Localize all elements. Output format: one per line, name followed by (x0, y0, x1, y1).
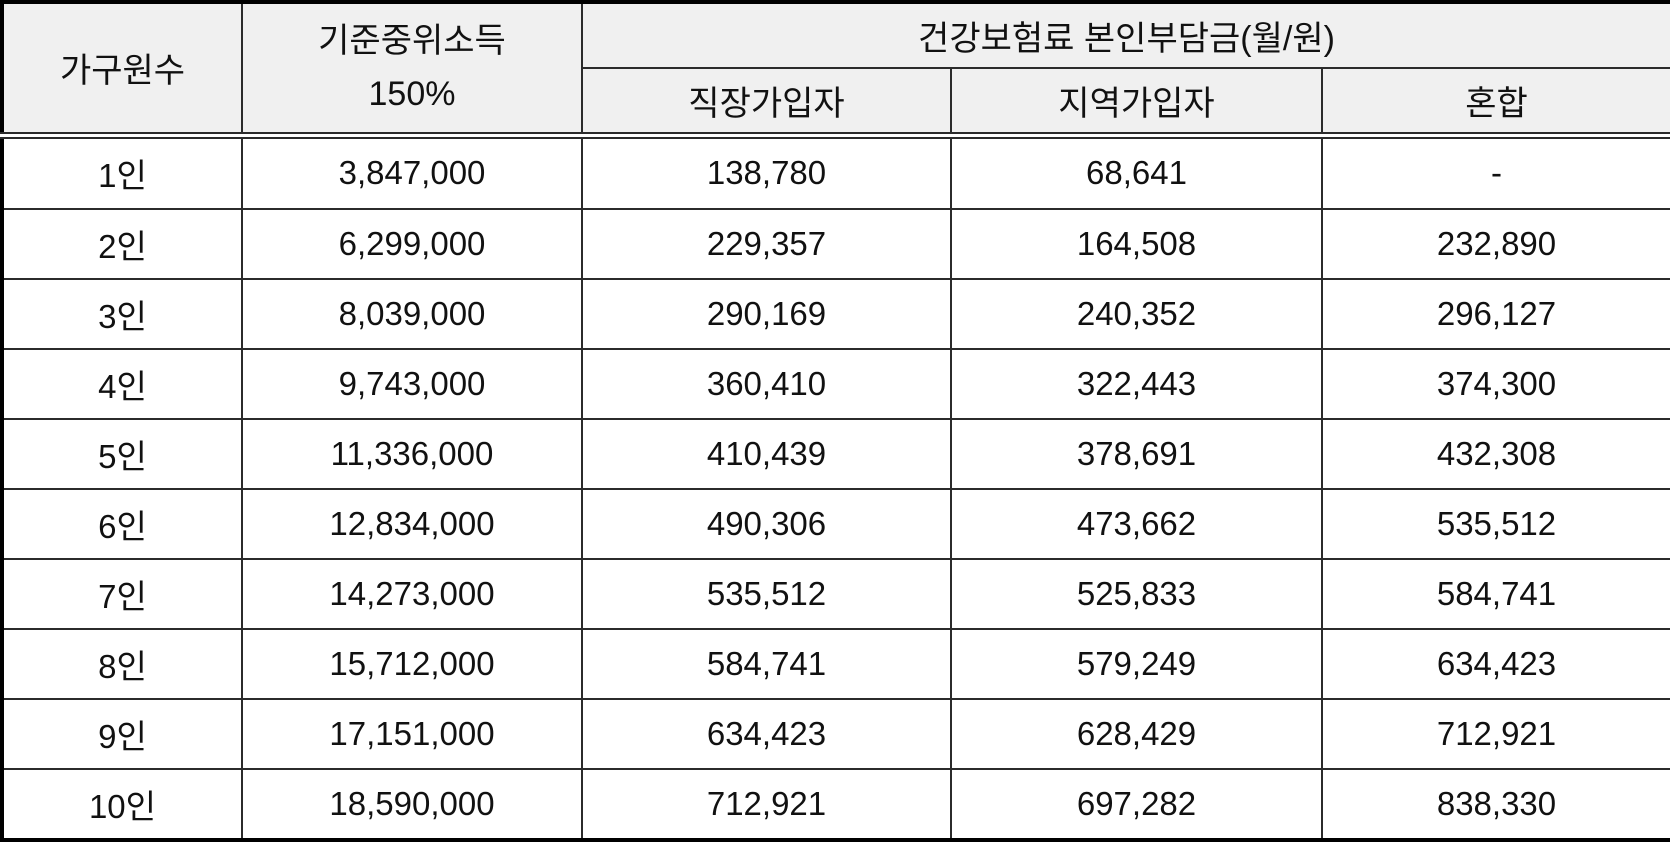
header-median-income-percent: 150% (368, 74, 456, 113)
median-income-cell: 17,151,000 (241, 697, 583, 770)
median-income-cell: 12,834,000 (241, 487, 583, 560)
header-median-income-150: 기준중위소득 150% (241, 1, 583, 136)
employee-premium-cell: 290,169 (581, 277, 952, 350)
mixed-premium-cell: 432,308 (1321, 417, 1670, 490)
employee-premium-cell: 138,780 (581, 131, 952, 210)
median-income-cell: 3,847,000 (241, 131, 583, 210)
mixed-premium-cell: 374,300 (1321, 347, 1670, 420)
regional-premium-cell: 240,352 (950, 277, 1323, 350)
header-mixed: 혼합 (1321, 67, 1670, 136)
median-income-cell: 6,299,000 (241, 207, 583, 280)
employee-premium-cell: 490,306 (581, 487, 952, 560)
employee-premium-cell: 410,439 (581, 417, 952, 490)
table-row: 2인 6,299,000 229,357 164,508 232,890 (1, 207, 1670, 280)
mixed-premium-cell: 634,423 (1321, 627, 1670, 700)
median-income-cell: 18,590,000 (241, 767, 583, 841)
table-row: 3인 8,039,000 290,169 240,352 296,127 (1, 277, 1670, 350)
household-size-cell: 5인 (1, 417, 243, 490)
mixed-premium-cell: 838,330 (1321, 767, 1670, 841)
employee-premium-cell: 360,410 (581, 347, 952, 420)
household-size-cell: 4인 (1, 347, 243, 420)
regional-premium-cell: 164,508 (950, 207, 1323, 280)
table-row: 7인 14,273,000 535,512 525,833 584,741 (1, 557, 1670, 630)
mixed-premium-cell: 232,890 (1321, 207, 1670, 280)
regional-premium-cell: 697,282 (950, 767, 1323, 841)
household-size-cell: 10인 (1, 767, 243, 841)
table-row: 5인 11,336,000 410,439 378,691 432,308 (1, 417, 1670, 490)
header-regional-subscriber: 지역가입자 (950, 67, 1323, 136)
header-row-top: 가구원수 기준중위소득 150% 건강보험료 본인부담금(월/원) (1, 1, 1670, 136)
table-row: 6인 12,834,000 490,306 473,662 535,512 (1, 487, 1670, 560)
table-row: 4인 9,743,000 360,410 322,443 374,300 (1, 347, 1670, 420)
regional-premium-cell: 628,429 (950, 697, 1323, 770)
header-household-size: 가구원수 (1, 1, 243, 136)
household-size-cell: 7인 (1, 557, 243, 630)
employee-premium-cell: 712,921 (581, 767, 952, 841)
mixed-premium-cell: 584,741 (1321, 557, 1670, 630)
header-row-sub: 직장가입자 지역가입자 혼합 (2, 67, 1670, 136)
table-row: 9인 17,151,000 634,423 628,429 712,921 (1, 697, 1670, 770)
median-income-cell: 14,273,000 (241, 557, 583, 630)
regional-premium-cell: 473,662 (950, 487, 1323, 560)
household-size-cell: 6인 (1, 487, 243, 560)
table-body: 1인 3,847,000 138,780 68,641-2인 6,299,000 229,… (1, 131, 1670, 841)
household-size-cell: 2인 (1, 207, 243, 280)
employee-premium-cell: 634,423 (581, 697, 952, 770)
regional-premium-cell: 525,833 (950, 557, 1323, 630)
employee-premium-cell: 229,357 (581, 207, 952, 280)
regional-premium-cell: 322,443 (950, 347, 1323, 420)
mixed-premium-cell: - (1321, 131, 1670, 210)
median-income-cell: 15,712,000 (241, 627, 583, 700)
median-income-cell: 8,039,000 (241, 277, 583, 350)
mixed-premium-cell: 535,512 (1321, 487, 1670, 560)
header-insurance-group: 건강보험료 본인부담금(월/원) (581, 1, 1670, 69)
regional-premium-cell: 378,691 (950, 417, 1323, 490)
employee-premium-cell: 535,512 (581, 557, 952, 630)
table-row: 8인 15,712,000 584,741 579,249 634,423 (1, 627, 1670, 700)
household-size-cell: 9인 (1, 697, 243, 770)
mixed-premium-cell: 712,921 (1321, 697, 1670, 770)
median-income-cell: 9,743,000 (241, 347, 583, 420)
median-income-cell: 11,336,000 (241, 417, 583, 490)
regional-premium-cell: 579,249 (950, 627, 1323, 700)
table-row: 10인 18,590,000 712,921 697,282 838,330 (1, 767, 1670, 841)
household-size-cell: 3인 (1, 277, 243, 350)
header-employee-subscriber: 직장가입자 (581, 67, 952, 136)
household-size-cell: 8인 (1, 627, 243, 700)
table-row: 1인 3,847,000 138,780 68,641- (1, 131, 1670, 210)
employee-premium-cell: 584,741 (581, 627, 952, 700)
table-header: 가구원수 기준중위소득 150% 건강보험료 본인부담금(월/원) 직장가입자 … (1, 1, 1670, 136)
mixed-premium-cell: 296,127 (1321, 277, 1670, 350)
header-median-income-label: 기준중위소득 (318, 22, 506, 61)
regional-premium-cell: 68,641 (950, 131, 1323, 210)
household-size-cell: 1인 (1, 131, 243, 210)
